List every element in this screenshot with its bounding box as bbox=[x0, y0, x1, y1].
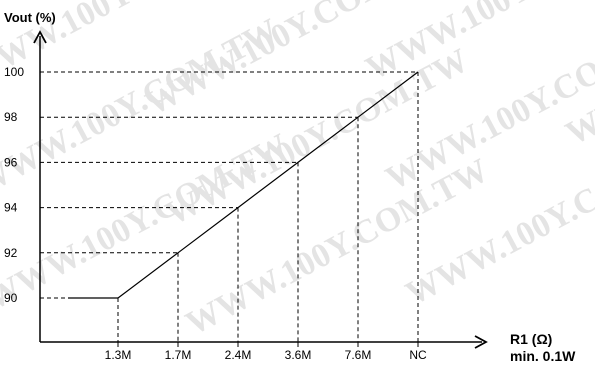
y-axis-arrow bbox=[33, 30, 47, 44]
x-tick-label: NC bbox=[409, 348, 427, 362]
y-tick-label: 90 bbox=[4, 291, 18, 305]
y-tick-label: 92 bbox=[4, 246, 18, 260]
x-tick-label: 1.3M bbox=[105, 348, 132, 362]
y-axis-title: Vout (%) bbox=[4, 10, 56, 25]
x-tick-label: 1.7M bbox=[165, 348, 192, 362]
x-tick-label: 2.4M bbox=[225, 348, 252, 362]
series-line bbox=[68, 71, 419, 299]
tick-labels: 1.3M 1.7M 2.4M 3.6M 7.6M NC 90 92 94 96 98 100 bbox=[4, 65, 427, 362]
x-tick-label: 3.6M bbox=[285, 348, 312, 362]
axes bbox=[33, 30, 488, 349]
guide-lines bbox=[40, 71, 419, 342]
x-axis-note: min. 0.1W bbox=[510, 348, 576, 364]
x-axis-title: R1 (Ω) bbox=[510, 331, 552, 347]
y-tick-label: 94 bbox=[4, 201, 18, 215]
y-tick-label: 100 bbox=[4, 65, 24, 79]
y-tick-label: 98 bbox=[4, 110, 18, 124]
y-tick-label: 96 bbox=[4, 155, 18, 169]
x-tick-label: 7.6M bbox=[345, 348, 372, 362]
x-axis-arrow bbox=[474, 335, 488, 349]
series-polyline bbox=[117, 71, 419, 299]
